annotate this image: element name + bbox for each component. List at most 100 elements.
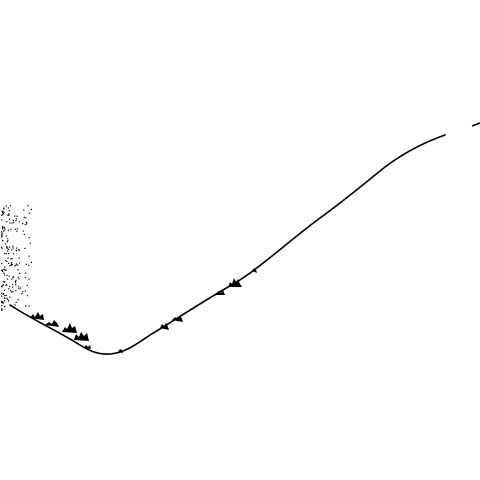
stipple-dot: [18, 278, 20, 280]
stipple-dot: [6, 274, 8, 276]
ridge-dash: [471, 122, 480, 127]
stipple-dot: [1, 233, 3, 235]
stipple-dot: [3, 289, 6, 291]
stipple-dot: [18, 249, 21, 251]
stipple-dot: [6, 246, 8, 248]
stipple-dot: [8, 218, 11, 220]
stipple-dot: [9, 265, 11, 267]
stipple-dot: [22, 223, 24, 225]
stipple-dot: [11, 264, 13, 266]
stipple-dot: [5, 294, 7, 297]
stipple-dot: [1, 285, 3, 287]
stipple-dot: [1, 231, 3, 233]
stipple-dot: [7, 214, 9, 216]
stipple-dot: [10, 291, 13, 293]
stipple-dot: [10, 263, 12, 265]
stipple-dot: [28, 278, 30, 280]
stipple-dot: [2, 228, 4, 230]
stipple-dot: [16, 215, 18, 217]
stipple-dot: [28, 237, 30, 239]
stipple-dot: [2, 212, 4, 214]
stipple-dot: [2, 226, 4, 228]
stipple-dot: [1, 232, 3, 234]
stipple-dot: [22, 230, 24, 232]
stipple-dot: [3, 280, 5, 283]
stipple-dot: [3, 300, 6, 302]
stipple-dot: [4, 274, 6, 276]
stipple-dot: [26, 223, 28, 225]
stipple-dot: [2, 213, 4, 215]
ridge-line: [9, 134, 446, 355]
stipple-dot: [15, 263, 18, 265]
stipple-dot: [20, 287, 22, 289]
stipple-dot: [17, 269, 19, 271]
stipple-dot: [14, 228, 16, 230]
stipple-dot: [5, 284, 7, 286]
stipple-dot: [10, 258, 12, 260]
stipple-dot: [8, 210, 10, 212]
stipple-dot: [1, 211, 3, 213]
stipple-dot: [11, 249, 13, 251]
stipple-dot: [1, 246, 3, 248]
stipple-dot: [5, 253, 7, 255]
stipple-dot: [6, 284, 8, 286]
stipple-dot: [1, 236, 3, 238]
stipple-dot: [1, 295, 3, 297]
stipple-dot: [25, 263, 27, 265]
stipple-dot: [23, 233, 25, 235]
stipple-dot: [2, 240, 4, 242]
stipple-dot: [12, 247, 14, 249]
stipple-dot: [12, 245, 14, 247]
stipple-dot: [1, 219, 3, 221]
stipple-dot: [4, 281, 6, 283]
stipple-dot: [15, 279, 17, 281]
stipple-dot: [11, 258, 13, 260]
stipple-dot: [6, 241, 8, 243]
stipple-dot: [12, 219, 14, 222]
stipple-dot: [17, 249, 19, 251]
stipple-dot: [6, 278, 9, 280]
stipple-dot: [7, 240, 9, 242]
stipple-dot: [9, 289, 12, 292]
stipple-dot: [1, 269, 4, 271]
stipple-dot: [16, 247, 18, 249]
stipple-dot: [3, 293, 5, 295]
stipple-dot: [1, 308, 3, 310]
stipple-dot: [8, 214, 10, 216]
stipple-dot: [2, 270, 4, 272]
vegetation-clusters: [30, 268, 257, 353]
stipple-texture: [1, 205, 32, 311]
stipple-dot: [3, 281, 5, 283]
stipple-dot: [3, 230, 5, 232]
stipple-dot: [7, 250, 9, 252]
stipple-dot: [25, 272, 27, 274]
stipple-dot: [1, 213, 4, 216]
stipple-dot: [8, 213, 10, 215]
stipple-dot: [12, 291, 14, 293]
stipple-dot: [9, 222, 11, 224]
stipple-dot: [8, 246, 11, 248]
stipple-dot: [28, 305, 30, 307]
stipple-dot: [5, 235, 7, 237]
stipple-dot: [1, 292, 3, 294]
stipple-dot: [4, 228, 6, 230]
stipple-dot: [13, 222, 15, 224]
stipple-dot: [15, 220, 17, 222]
stipple-dot: [5, 205, 7, 207]
stipple-dot: [5, 243, 7, 245]
stipple-dot: [15, 282, 17, 284]
stipple-dot: [14, 280, 17, 282]
stipple-dot: [1, 269, 3, 271]
stipple-dot: [1, 301, 3, 303]
stipple-dot: [7, 248, 9, 250]
stipple-dot: [25, 305, 27, 307]
stipple-dot: [26, 295, 28, 297]
stipple-dot: [9, 285, 11, 288]
stipple-dot: [15, 284, 17, 286]
stipple-dot: [7, 257, 9, 259]
stipple-dot: [17, 264, 19, 266]
stipple-dot: [2, 210, 4, 212]
stipple-dot: [15, 218, 17, 220]
stipple-dot: [12, 283, 14, 286]
